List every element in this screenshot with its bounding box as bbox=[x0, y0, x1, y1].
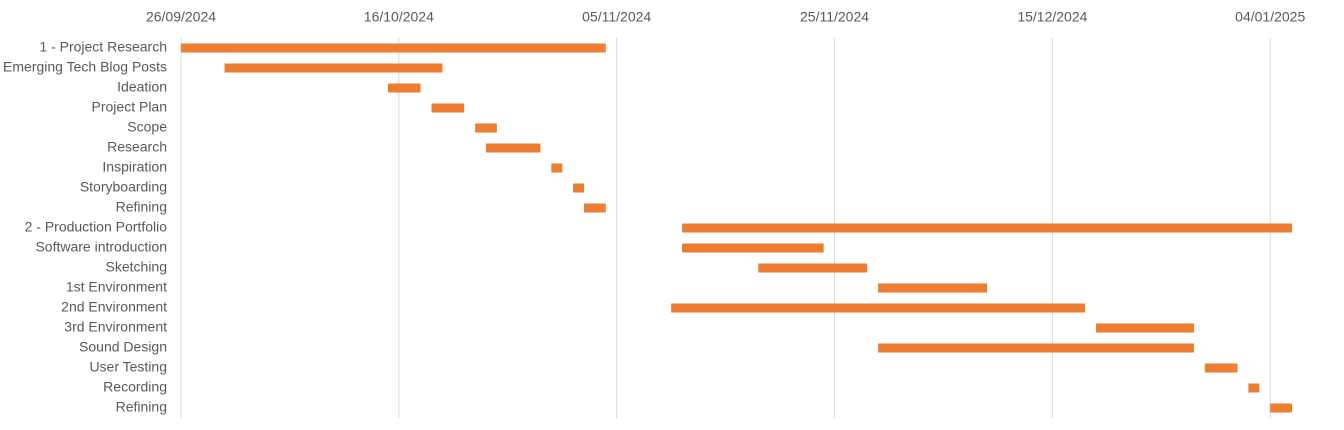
y-tick-label: 3rd Environment bbox=[64, 319, 167, 335]
y-tick-label: Software introduction bbox=[35, 239, 167, 255]
bar bbox=[682, 243, 824, 253]
y-tick-label: Inspiration bbox=[102, 159, 167, 175]
y-tick-label: User Testing bbox=[89, 359, 167, 375]
x-tick-label: 15/12/2024 bbox=[1017, 9, 1087, 25]
bar bbox=[878, 343, 1194, 353]
bar bbox=[573, 183, 585, 193]
bar bbox=[1270, 403, 1292, 413]
y-tick-label: 1 - Project Research bbox=[39, 39, 167, 55]
y-tick-label: 2 - Production Portfolio bbox=[25, 219, 168, 235]
bar bbox=[878, 283, 988, 293]
bar bbox=[671, 303, 1086, 313]
y-tick-label: Emerging Tech Blog Posts bbox=[3, 59, 167, 75]
y-tick-label: 2nd Environment bbox=[61, 299, 167, 315]
y-tick-label: Refining bbox=[116, 199, 167, 215]
bar bbox=[224, 63, 443, 73]
y-tick-label: Sketching bbox=[106, 259, 167, 275]
bar bbox=[682, 223, 1292, 233]
bar bbox=[387, 83, 421, 93]
x-tick-label: 25/11/2024 bbox=[800, 9, 869, 25]
bar bbox=[758, 263, 868, 273]
y-tick-label: Research bbox=[107, 139, 167, 155]
y-tick-label: 1st Environment bbox=[66, 279, 167, 295]
y-tick-label: Recording bbox=[103, 379, 167, 395]
x-tick-label: 16/10/2024 bbox=[364, 9, 434, 25]
bar bbox=[181, 43, 606, 53]
bar bbox=[1095, 323, 1194, 333]
x-tick-label: 26/09/2024 bbox=[146, 9, 216, 25]
bar bbox=[551, 163, 563, 173]
bar bbox=[1204, 363, 1238, 373]
y-tick-label: Scope bbox=[127, 119, 167, 135]
y-tick-label: Ideation bbox=[117, 79, 167, 95]
x-tick-label: 05/11/2024 bbox=[582, 9, 651, 25]
y-tick-label: Sound Design bbox=[79, 339, 167, 355]
bar bbox=[584, 203, 606, 213]
bar bbox=[475, 123, 497, 133]
bar bbox=[1248, 383, 1260, 393]
bar bbox=[431, 103, 465, 113]
y-tick-label: Storyboarding bbox=[80, 179, 167, 195]
x-tick-label: 04/01/2025 bbox=[1235, 9, 1305, 25]
y-tick-label: Project Plan bbox=[92, 99, 167, 115]
y-tick-label: Refining bbox=[116, 399, 167, 415]
bar bbox=[485, 143, 541, 153]
